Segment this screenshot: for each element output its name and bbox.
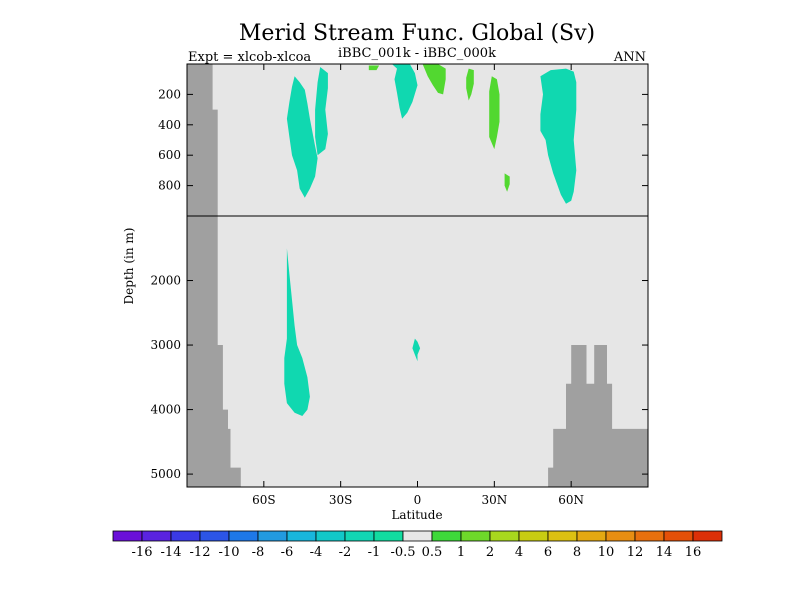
colorbar-swatch bbox=[257, 530, 288, 542]
subtitle-right: ANN bbox=[613, 50, 646, 65]
colorbar-swatch bbox=[663, 530, 694, 542]
contour-region bbox=[286, 76, 318, 198]
colorbar-swatch bbox=[373, 530, 404, 542]
colorbar-swatch bbox=[315, 530, 346, 542]
colorbar-label: 6 bbox=[544, 545, 552, 560]
colorbar-label: 2 bbox=[486, 545, 494, 560]
colorbar-swatch bbox=[170, 530, 201, 542]
y-axis-label: Depth (in m) bbox=[122, 228, 136, 305]
subtitle-center: iBBC_001k - iBBC_000k bbox=[338, 46, 496, 61]
colorbar-swatch bbox=[547, 530, 578, 542]
colorbar-swatch bbox=[518, 530, 549, 542]
colorbar-swatch bbox=[489, 530, 520, 542]
colorbar-label: -0.5 bbox=[390, 545, 415, 560]
colorbar-label: -8 bbox=[252, 545, 265, 560]
colorbar-label: 1 bbox=[457, 545, 465, 560]
colorbar-swatch bbox=[402, 530, 433, 542]
x-tick-label: 60N bbox=[558, 493, 584, 507]
colorbar-label: 8 bbox=[573, 545, 581, 560]
x-tick-label: 0 bbox=[414, 493, 422, 507]
colorbar-swatch bbox=[199, 530, 230, 542]
contour-region bbox=[466, 68, 474, 101]
contour-region bbox=[422, 64, 446, 95]
colorbar-swatch bbox=[344, 530, 375, 542]
contour-region bbox=[368, 65, 380, 71]
colorbar-label: -12 bbox=[190, 545, 211, 560]
colorbar-label: -4 bbox=[310, 545, 323, 560]
contour-region bbox=[489, 76, 500, 150]
colorbar-label: -10 bbox=[219, 545, 240, 560]
contour-region bbox=[540, 68, 577, 204]
land-arctic-ridge bbox=[548, 345, 648, 487]
contour-region bbox=[315, 67, 328, 156]
colorbar-swatch bbox=[141, 530, 172, 542]
colorbar-label: 14 bbox=[656, 545, 673, 560]
colorbar-label: 0.5 bbox=[422, 545, 443, 560]
colorbar-label: -16 bbox=[132, 545, 153, 560]
colorbar-label: -6 bbox=[281, 545, 294, 560]
y-tick-label: 400 bbox=[158, 118, 181, 132]
colorbar-label: 4 bbox=[515, 545, 523, 560]
colorbar-label: -2 bbox=[339, 545, 352, 560]
x-tick-label: 30N bbox=[481, 493, 507, 507]
colorbar-swatch bbox=[576, 530, 607, 542]
y-tick-label: 200 bbox=[158, 87, 181, 101]
y-tick-label: 600 bbox=[158, 148, 181, 162]
x-tick-label: 30S bbox=[329, 493, 353, 507]
x-tick-label: 60S bbox=[252, 493, 276, 507]
land-antarctica bbox=[187, 64, 241, 487]
colorbar-swatch bbox=[634, 530, 665, 542]
y-tick-label: 5000 bbox=[150, 467, 181, 481]
colorbar-label: -1 bbox=[368, 545, 381, 560]
y-tick-label: 800 bbox=[158, 179, 181, 193]
land-mask bbox=[187, 64, 648, 487]
x-axis-label: Latitude bbox=[391, 508, 442, 522]
colorbar: -16 -14 -12 -10 -8 -6 -4 -2 -1 -0.5 0.5 1 2 4 6 8 10 12 14… bbox=[112, 530, 723, 560]
contour-region bbox=[284, 248, 310, 416]
contour-region bbox=[412, 338, 421, 362]
colorbar-swatch bbox=[605, 530, 636, 542]
colorbar-swatch bbox=[460, 530, 491, 542]
contour-regions bbox=[284, 64, 577, 416]
chart-title: Merid Stream Func. Global (Sv) bbox=[239, 21, 595, 46]
colorbar-swatch bbox=[228, 530, 259, 542]
colorbar-swatch bbox=[112, 530, 143, 542]
colorbar-swatch bbox=[692, 530, 723, 542]
subtitle-left: Expt = xlcob-xlcoa bbox=[188, 50, 311, 65]
colorbar-swatch bbox=[431, 530, 462, 542]
contour-region bbox=[391, 64, 418, 119]
y-tick-label: 2000 bbox=[150, 274, 181, 288]
colorbar-label: 16 bbox=[685, 545, 702, 560]
y-tick-label: 4000 bbox=[150, 403, 181, 417]
contour-region bbox=[504, 173, 510, 192]
colorbar-label: 10 bbox=[598, 545, 615, 560]
y-tick-label: 3000 bbox=[150, 338, 181, 352]
colorbar-label: 12 bbox=[627, 545, 644, 560]
colorbar-label: -14 bbox=[161, 545, 182, 560]
colorbar-swatch bbox=[286, 530, 317, 542]
axis-ticks: 60S 30S 0 30N 60N 200 400 600 800 2000 3000 4000 500… bbox=[150, 64, 648, 507]
